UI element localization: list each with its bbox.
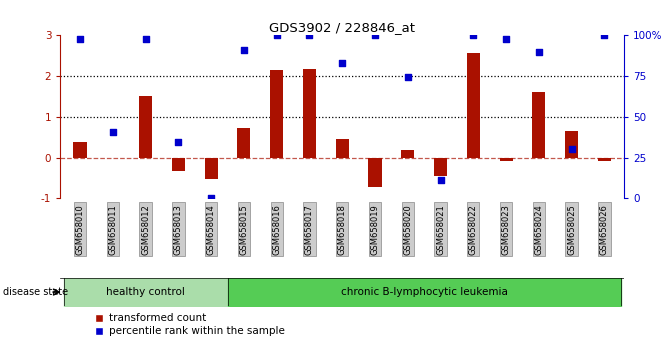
- Bar: [598, 158, 611, 161]
- Text: GSM658019: GSM658019: [370, 204, 380, 255]
- Text: GSM658012: GSM658012: [141, 204, 150, 255]
- Point: [435, 177, 446, 183]
- Bar: [368, 158, 382, 187]
- Text: GSM658020: GSM658020: [403, 204, 412, 255]
- Text: chronic B-lymphocytic leukemia: chronic B-lymphocytic leukemia: [341, 287, 507, 297]
- Text: GSM658013: GSM658013: [174, 204, 183, 255]
- Point: [140, 37, 151, 42]
- Bar: [401, 150, 414, 158]
- Bar: [172, 158, 185, 171]
- Bar: [336, 139, 349, 158]
- Point: [599, 33, 610, 38]
- Point: [403, 74, 413, 80]
- Text: GSM658011: GSM658011: [108, 204, 117, 255]
- Bar: [499, 158, 513, 161]
- Text: GSM658021: GSM658021: [436, 204, 445, 255]
- Point: [337, 60, 348, 66]
- Text: GSM658015: GSM658015: [240, 204, 248, 255]
- Legend: transformed count, percentile rank within the sample: transformed count, percentile rank withi…: [94, 313, 285, 336]
- Text: GSM658026: GSM658026: [600, 204, 609, 255]
- Point: [533, 49, 544, 55]
- Bar: [270, 70, 283, 158]
- Point: [370, 33, 380, 38]
- Bar: [139, 96, 152, 158]
- Text: GSM658024: GSM658024: [534, 204, 544, 255]
- Bar: [532, 92, 546, 158]
- Point: [206, 195, 217, 201]
- Point: [74, 37, 85, 42]
- Text: GSM658018: GSM658018: [338, 204, 347, 255]
- Text: GSM658016: GSM658016: [272, 204, 281, 255]
- Text: GSM658023: GSM658023: [501, 204, 511, 255]
- Point: [238, 47, 249, 52]
- Bar: [467, 53, 480, 158]
- Text: GSM658017: GSM658017: [305, 204, 314, 255]
- Point: [501, 37, 511, 42]
- Point: [173, 139, 184, 145]
- Bar: [565, 131, 578, 158]
- Text: GSM658014: GSM658014: [207, 204, 215, 255]
- Text: GSM658022: GSM658022: [469, 204, 478, 255]
- Text: GSM658025: GSM658025: [567, 204, 576, 255]
- Text: healthy control: healthy control: [106, 287, 185, 297]
- Text: GSM658010: GSM658010: [76, 204, 85, 255]
- Point: [468, 33, 478, 38]
- Bar: [205, 158, 217, 179]
- Point: [271, 33, 282, 38]
- Bar: [238, 128, 250, 158]
- Title: GDS3902 / 228846_at: GDS3902 / 228846_at: [269, 21, 415, 34]
- Point: [304, 33, 315, 38]
- Text: disease state: disease state: [3, 287, 68, 297]
- Bar: [303, 69, 316, 158]
- Point: [566, 147, 577, 152]
- Point: [107, 130, 118, 135]
- Bar: [434, 158, 447, 176]
- Bar: [74, 142, 87, 158]
